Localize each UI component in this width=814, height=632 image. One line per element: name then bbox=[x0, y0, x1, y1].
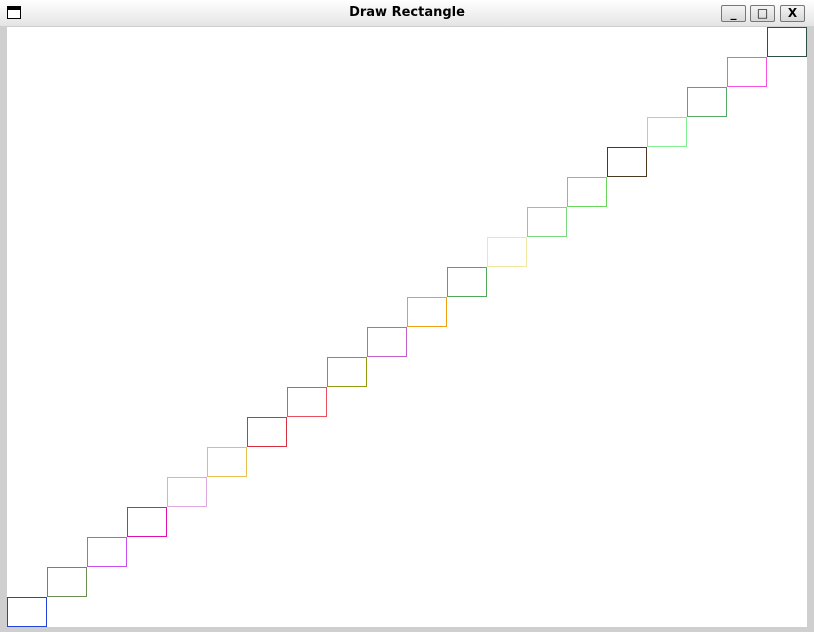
rectangle bbox=[607, 147, 647, 177]
rectangle bbox=[727, 57, 767, 87]
rectangle bbox=[127, 507, 167, 537]
rectangle bbox=[247, 417, 287, 447]
rectangle bbox=[7, 597, 47, 627]
title-bar[interactable]: Draw Rectangle _ □ X bbox=[0, 0, 814, 26]
close-button[interactable]: X bbox=[780, 5, 805, 22]
rectangle bbox=[287, 387, 327, 417]
rectangle bbox=[527, 207, 567, 237]
rectangle bbox=[167, 477, 207, 507]
drawing-canvas bbox=[7, 27, 807, 627]
window-menu-icon[interactable] bbox=[7, 6, 21, 19]
rectangle bbox=[567, 177, 607, 207]
rectangle bbox=[767, 27, 807, 57]
rectangle bbox=[647, 117, 687, 147]
rectangle bbox=[687, 87, 727, 117]
rectangle bbox=[367, 327, 407, 357]
minimize-button[interactable]: _ bbox=[721, 5, 746, 22]
rectangle bbox=[207, 447, 247, 477]
rectangle bbox=[487, 237, 527, 267]
window-title: Draw Rectangle bbox=[349, 5, 465, 20]
rectangle bbox=[87, 537, 127, 567]
rectangle bbox=[447, 267, 487, 297]
rectangle bbox=[327, 357, 367, 387]
rectangle bbox=[407, 297, 447, 327]
rectangle bbox=[47, 567, 87, 597]
maximize-button[interactable]: □ bbox=[750, 5, 775, 22]
